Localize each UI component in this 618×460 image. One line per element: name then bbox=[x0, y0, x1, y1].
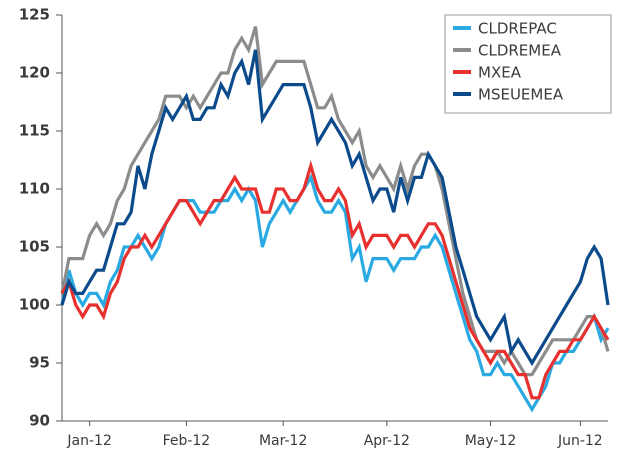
y-tick-label: 125 bbox=[19, 6, 50, 24]
line-series bbox=[60, 49, 610, 367]
x-tick-label: Apr-12 bbox=[364, 433, 410, 449]
line-series bbox=[60, 160, 610, 400]
y-tick-label: 110 bbox=[19, 180, 50, 198]
y-tick-label: 115 bbox=[19, 122, 50, 140]
x-tick-label: Jan-12 bbox=[66, 433, 111, 449]
y-tick-label: 100 bbox=[19, 296, 50, 314]
y-tick-label: 90 bbox=[29, 412, 50, 430]
x-tick-label: Mar-12 bbox=[259, 433, 307, 449]
legend-box bbox=[444, 14, 612, 114]
y-tick-label: 95 bbox=[29, 354, 50, 372]
y-tick-label: 120 bbox=[19, 64, 50, 82]
legend-label: CLDREPAC bbox=[478, 20, 557, 38]
line-series bbox=[60, 26, 610, 377]
legend-label: MXEA bbox=[478, 64, 522, 82]
y-tick-label: 105 bbox=[19, 238, 50, 256]
x-tick-label: May-12 bbox=[465, 433, 517, 449]
legend-label: MSEUEMEA bbox=[478, 86, 564, 104]
x-tick-label: Jun-12 bbox=[557, 433, 603, 449]
x-tick-label: Feb-12 bbox=[163, 433, 211, 449]
legend-label: CLDREMEA bbox=[478, 42, 562, 60]
line-series bbox=[60, 173, 610, 413]
